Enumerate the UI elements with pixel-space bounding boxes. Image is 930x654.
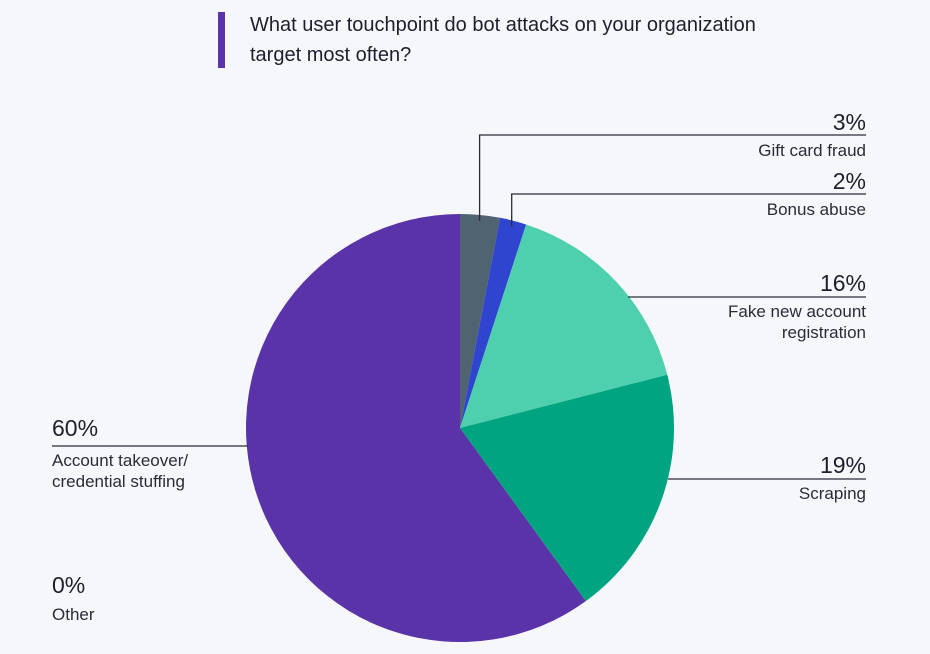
- slice-category-label-2: registration: [782, 323, 866, 342]
- chart-title: What user touchpoint do bot attacks on y…: [250, 14, 756, 66]
- slice-value-label-3: 19%: [820, 452, 866, 478]
- pie-slice-2: [460, 224, 668, 428]
- leader-line-0: [478, 134, 866, 221]
- slice-category-label-4: Account takeover/: [52, 451, 188, 470]
- slice-category-label-2: Fake new account: [728, 302, 866, 321]
- slice-category-label-0: Gift card fraud: [758, 141, 866, 160]
- slice-category-label-4: credential stuffing: [52, 472, 185, 491]
- slice-value-label-2: 16%: [820, 270, 866, 296]
- slice-category-label-1: Bonus abuse: [767, 200, 866, 219]
- slice-category-label-3: Scraping: [799, 484, 866, 503]
- slice-value-label-0: 3%: [833, 109, 866, 135]
- slice-value-label-5: 0%: [52, 572, 85, 598]
- slice-category-label-5: Other: [52, 605, 95, 624]
- title-accent-bar: [218, 12, 225, 68]
- pie-slice-4: [246, 214, 586, 643]
- leader-line-1: [511, 193, 866, 227]
- pie-slice-1: [460, 217, 527, 428]
- slice-value-label-4: 60%: [52, 415, 98, 441]
- slice-value-label-1: 2%: [833, 168, 866, 194]
- pie-slice-3: [460, 374, 675, 602]
- pie-slice-0: [460, 214, 501, 428]
